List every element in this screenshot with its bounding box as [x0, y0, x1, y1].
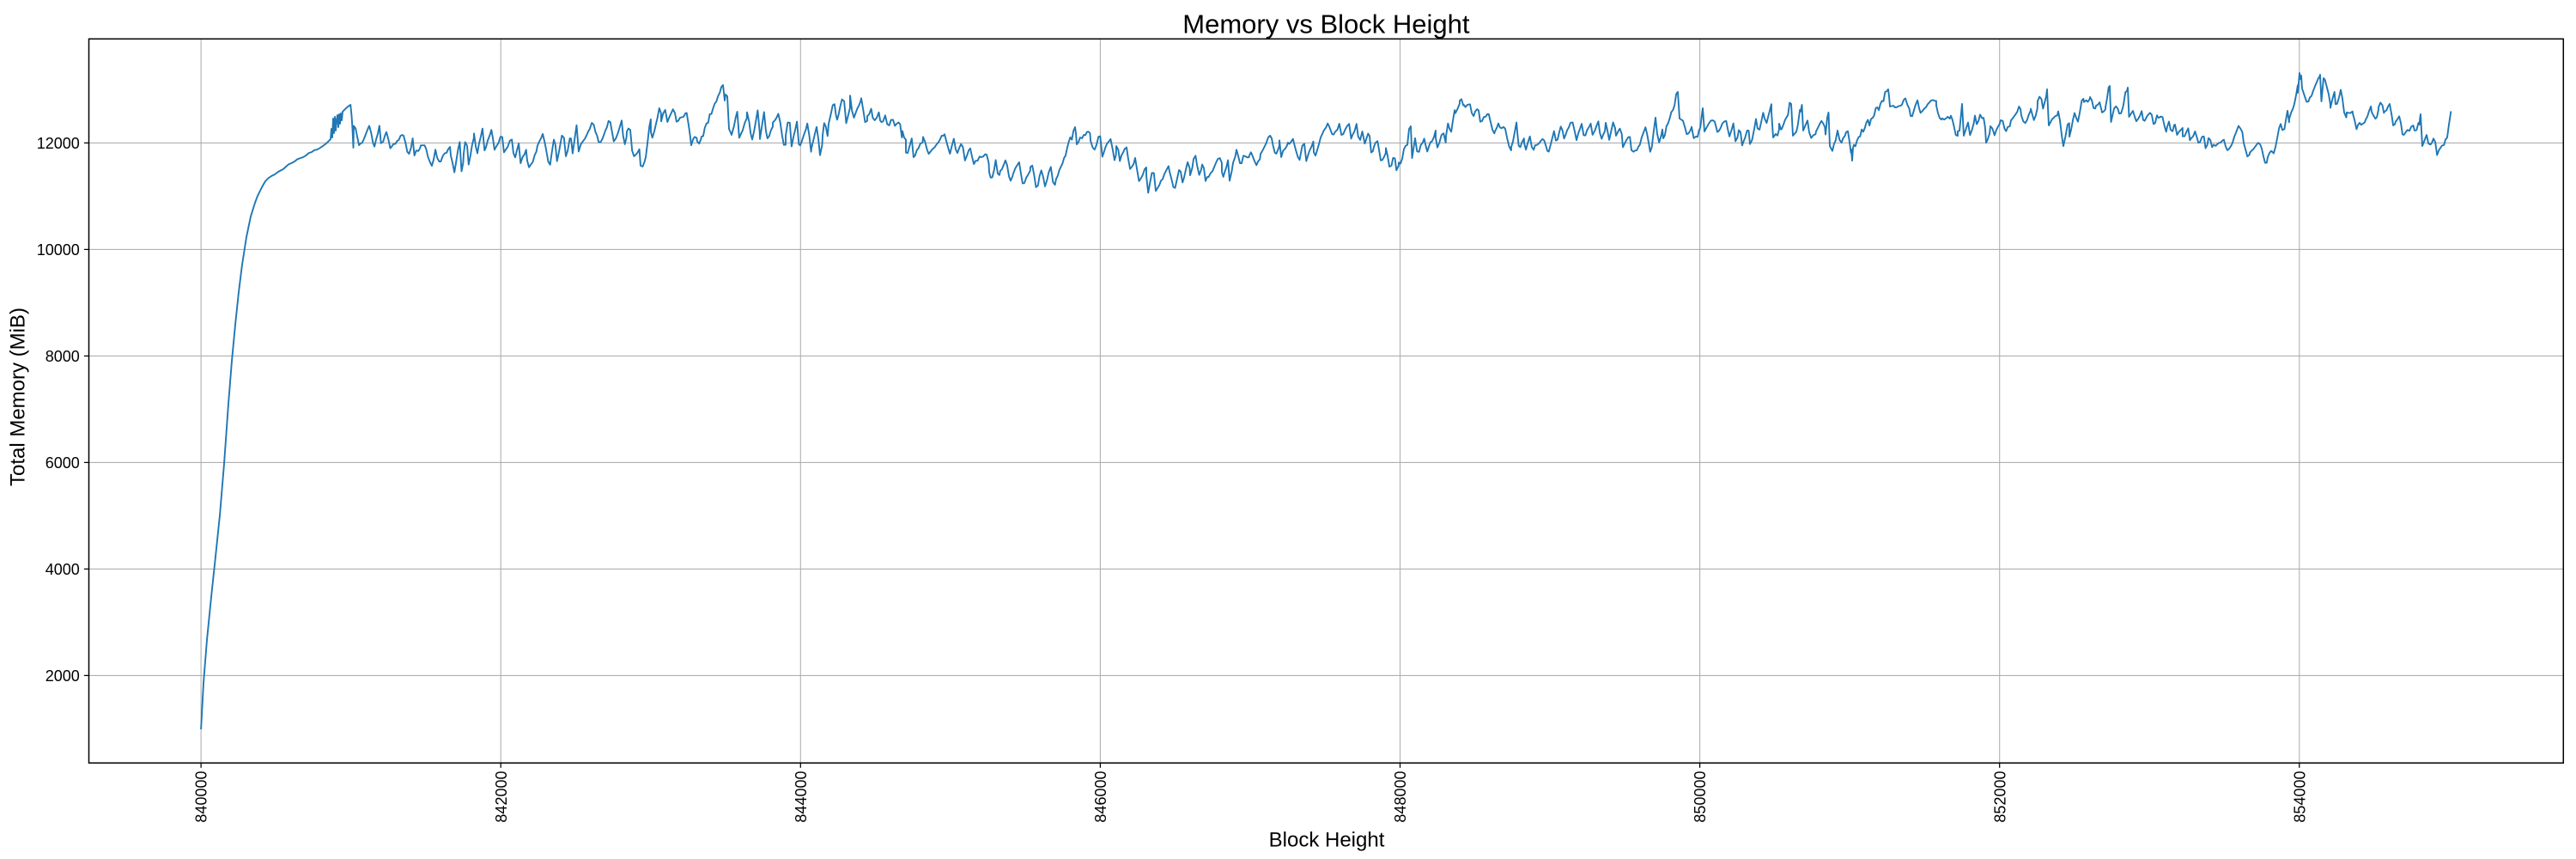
svg-text:10000: 10000 [37, 241, 80, 259]
svg-text:4000: 4000 [46, 561, 80, 578]
svg-text:842000: 842000 [493, 771, 510, 823]
svg-text:852000: 852000 [1991, 771, 2008, 823]
svg-text:844000: 844000 [793, 771, 810, 823]
svg-text:2000: 2000 [46, 667, 80, 685]
svg-text:12000: 12000 [37, 135, 80, 152]
svg-text:840000: 840000 [193, 771, 210, 823]
svg-text:854000: 854000 [2291, 771, 2308, 823]
svg-text:8000: 8000 [46, 348, 80, 365]
svg-text:Total Memory (MiB): Total Memory (MiB) [7, 308, 30, 486]
svg-text:850000: 850000 [1692, 771, 1709, 823]
svg-text:Block Height: Block Height [1269, 828, 1385, 851]
svg-text:6000: 6000 [46, 454, 80, 472]
svg-text:846000: 846000 [1092, 771, 1109, 823]
svg-text:Memory vs Block Height: Memory vs Block Height [1182, 9, 1470, 40]
svg-text:848000: 848000 [1392, 771, 1409, 823]
